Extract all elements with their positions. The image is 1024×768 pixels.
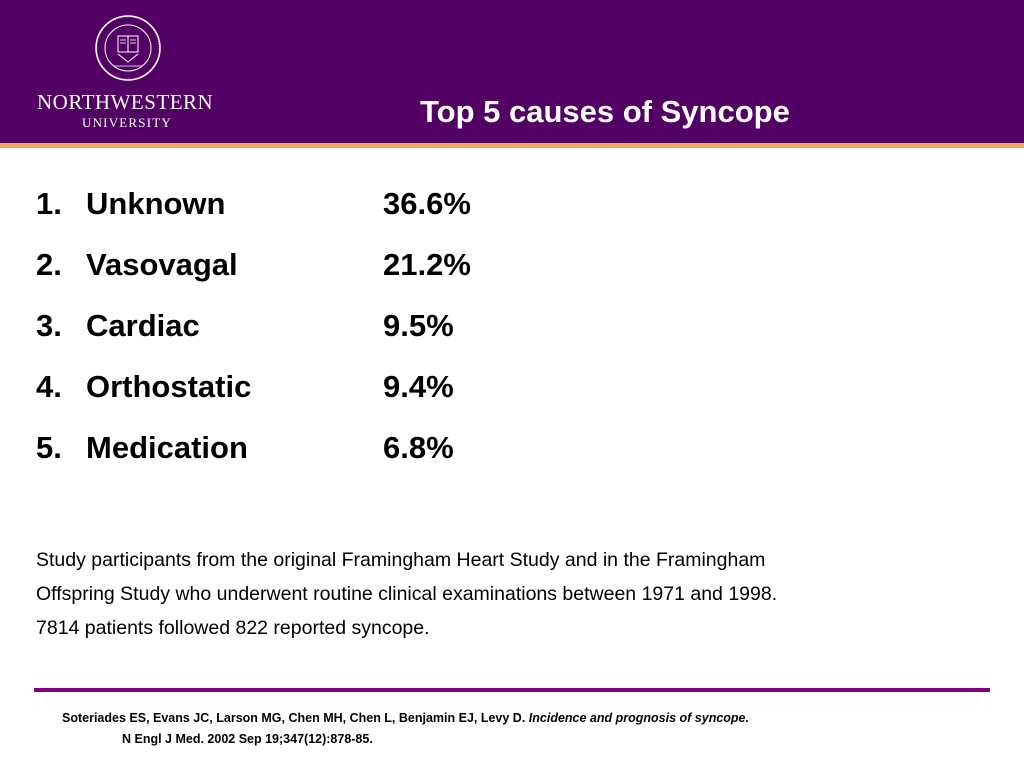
citation-authors: Soteriades ES, Evans JC, Larson MG, Chen… <box>62 711 526 725</box>
cause-item: 1. Unknown 36.6% <box>36 186 636 247</box>
cause-percent: 6.8% <box>383 430 454 465</box>
university-wordmark-subtitle: UNIVERSITY <box>82 115 172 130</box>
study-line: Offspring Study who underwent routine cl… <box>36 583 778 605</box>
cause-percent: 36.6% <box>383 186 471 221</box>
study-line: 7814 patients followed 822 reported sync… <box>36 617 430 639</box>
university-wordmark: NORTHWESTERN <box>37 90 214 114</box>
cause-percent: 21.2% <box>383 247 471 282</box>
header-bar: NORTHWESTERN UNIVERSITY Top 5 causes of … <box>0 0 1024 143</box>
header-divider <box>0 143 1024 148</box>
university-seal-icon <box>95 15 161 81</box>
cause-item: 3. Cardiac 9.5% <box>36 308 636 369</box>
slide-title: Top 5 causes of Syncope <box>420 94 790 129</box>
citation-journal: N Engl J Med. 2002 Sep 19;347(12):878-85… <box>122 732 373 746</box>
cause-number: 4. <box>36 369 62 404</box>
cause-number: 2. <box>36 247 62 282</box>
cause-name: Cardiac <box>86 308 200 343</box>
cause-number: 5. <box>36 430 62 465</box>
causes-list: 1. Unknown 36.6% 2. Vasovagal 21.2% 3. C… <box>36 186 636 491</box>
study-line: Study participants from the original Fra… <box>36 549 766 571</box>
cause-item: 2. Vasovagal 21.2% <box>36 247 636 308</box>
cause-name: Unknown <box>86 186 226 221</box>
cause-item: 4. Orthostatic 9.4% <box>36 369 636 430</box>
citation-line: Soteriades ES, Evans JC, Larson MG, Chen… <box>62 711 749 725</box>
cause-name: Vasovagal <box>86 247 238 282</box>
cause-name: Medication <box>86 430 248 465</box>
footer-divider <box>34 688 990 692</box>
cause-number: 1. <box>36 186 62 221</box>
citation-article-title: Incidence and prognosis of syncope. <box>528 711 749 725</box>
cause-item: 5. Medication 6.8% <box>36 430 636 491</box>
cause-percent: 9.4% <box>383 369 454 404</box>
cause-percent: 9.5% <box>383 308 454 343</box>
cause-number: 3. <box>36 308 62 343</box>
cause-name: Orthostatic <box>86 369 252 404</box>
study-description: Study participants from the original Fra… <box>36 543 936 645</box>
